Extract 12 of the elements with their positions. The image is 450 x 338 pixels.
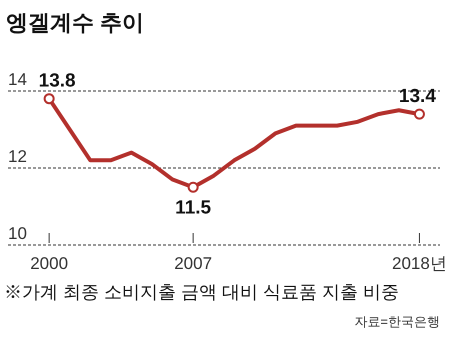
y-tick-label: 12 — [8, 147, 27, 166]
chart-title: 엥겔계수 추이 — [6, 10, 144, 35]
text: 자료=한국은행 — [354, 314, 440, 329]
x-tick-label: 2018년 — [392, 254, 447, 273]
y-tick-label: 10 — [8, 224, 27, 243]
annotation: 13.8 — [38, 70, 76, 92]
annotation: 11.5 — [175, 197, 212, 218]
x-tick-label: 2007 — [174, 254, 212, 273]
text: ※가계 최종 소비지출 금액 대비 식료품 지출 비중 — [4, 282, 400, 302]
y-tick-label: 14 — [8, 70, 27, 89]
annotation: 13.4 — [398, 86, 436, 108]
x-tick-label: 2000 — [30, 254, 68, 273]
